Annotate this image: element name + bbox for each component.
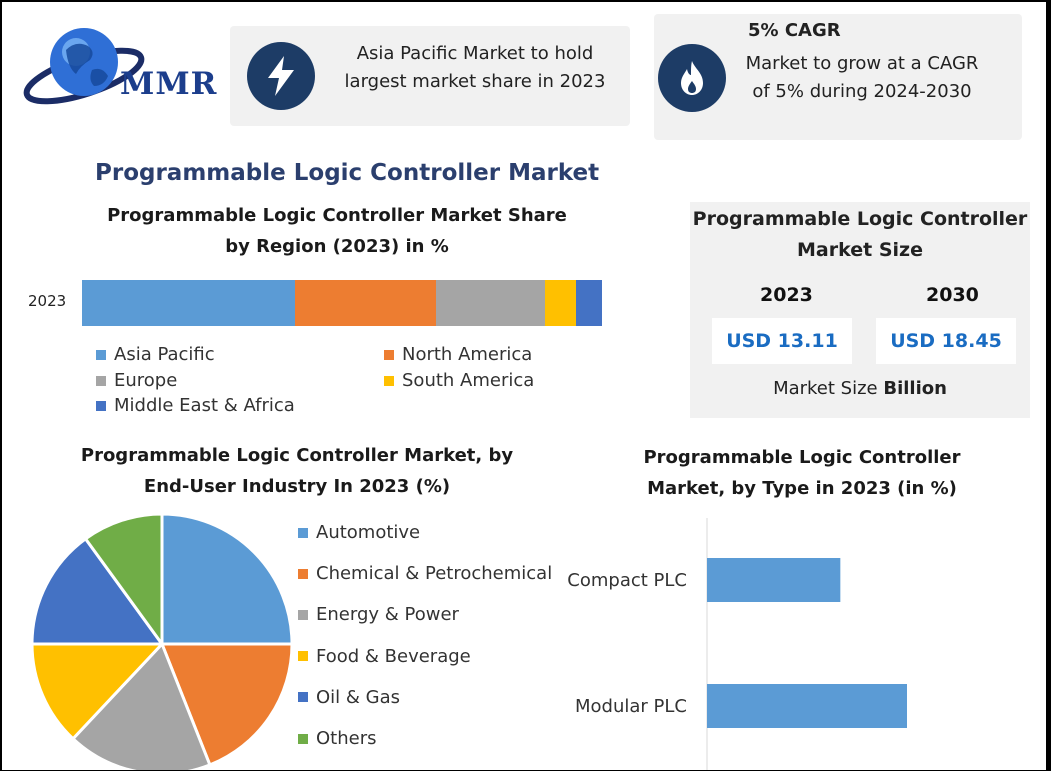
legend-swatch — [298, 733, 308, 744]
enduser-pie-chart — [30, 512, 294, 770]
region-bar-europe — [435, 280, 545, 326]
legend-swatch — [96, 349, 106, 360]
type-bar-chart: Compact PLC Modular PLC — [567, 518, 907, 770]
legend-label: North America — [402, 344, 533, 365]
legend-label: Oil & Gas — [316, 686, 401, 708]
page-title: Programmable Logic Controller Market — [95, 160, 600, 186]
legend-label: Chemical & Petrochemical — [316, 563, 553, 585]
market-size-year-2023: 2023 — [760, 284, 813, 306]
market-size-value-2023: USD 13.11 — [712, 318, 852, 364]
region-legend-item-middle-east-and-africa: Middle East & Africa — [96, 395, 295, 416]
pie-slice-automotive — [160, 512, 294, 646]
legend-swatch — [298, 651, 308, 662]
cagr-title: 5% CAGR — [748, 20, 841, 41]
region-legend-item-south-america: South America — [384, 370, 534, 391]
cagr-text: Market to grow at a CAGR of 5% during 20… — [745, 53, 979, 102]
enduser-legend-item-others: Others — [298, 728, 377, 749]
legend-label: Europe — [114, 370, 178, 391]
region-legend-item-asia-pacific: Asia Pacific — [96, 344, 215, 365]
region-stacked-bar — [82, 280, 602, 326]
brand-logo: MMR — [22, 14, 222, 124]
market-size-year-2030: 2030 — [926, 284, 979, 306]
enduser-legend-item-automotive: Automotive — [298, 522, 420, 543]
pie-slice-oil-and-gas — [30, 536, 165, 646]
legend-label: Others — [316, 728, 377, 749]
pie-slice-food-and-beverage — [30, 642, 166, 741]
market-size-unit-bold: Billion — [883, 378, 947, 399]
legend-label: Middle East & Africa — [114, 395, 295, 416]
region-bar-north-america — [295, 280, 436, 326]
legend-label: South America — [402, 370, 535, 391]
enduser-chart-title: Programmable Logic Controller Market, by… — [80, 445, 514, 497]
legend-label: Asia Pacific — [114, 344, 215, 365]
region-legend-item-europe: Europe — [96, 370, 177, 391]
region-highlight-text: Asia Pacific Market to hold largest mark… — [344, 43, 606, 92]
legend-swatch — [384, 349, 394, 360]
region-bar-middle-east-and-africa — [575, 280, 602, 326]
region-bar-south-america — [544, 280, 576, 326]
region-bar-asia-pacific — [82, 280, 296, 326]
type-chart-title: Programmable Logic Controller Market, by… — [643, 447, 961, 499]
legend-swatch — [298, 692, 308, 703]
legend-swatch — [298, 527, 308, 538]
market-size-panel: Programmable Logic Controller Market Siz… — [690, 202, 1030, 418]
enduser-legend-item-chemical-and-petrochemical: Chemical & Petrochemical — [298, 563, 552, 584]
flame-icon — [658, 44, 726, 112]
cagr-highlight-card: 5% CAGR Market to grow at a CAGR of 5% d… — [654, 14, 1022, 140]
type-category-label: Compact PLC — [567, 570, 687, 591]
enduser-legend-item-oil-and-gas: Oil & Gas — [298, 687, 400, 708]
legend-label: Energy & Power — [316, 604, 459, 626]
market-size-title: Programmable Logic Controller Market Siz… — [692, 208, 1028, 261]
legend-label: Food & Beverage — [316, 645, 471, 667]
legend-swatch — [96, 375, 106, 386]
legend-label: Automotive — [316, 522, 421, 543]
globe-logo-icon — [23, 28, 145, 105]
legend-swatch — [298, 609, 308, 620]
legend-swatch — [96, 400, 106, 411]
region-category-label: 2023 — [28, 292, 67, 310]
logo-text: MMR — [120, 66, 218, 102]
market-size-unit: Market Size Billion — [690, 378, 1030, 399]
legend-swatch — [384, 375, 394, 386]
region-legend-item-north-america: North America — [384, 344, 532, 365]
lightning-icon — [247, 42, 315, 110]
pie-slice-others — [83, 512, 164, 649]
pie-slice-chemical-and-petrochemical — [159, 642, 294, 767]
region-highlight-card: Asia Pacific Market to hold largest mark… — [230, 26, 630, 126]
enduser-legend-item-food-and-beverage: Food & Beverage — [298, 646, 471, 667]
market-size-value-2030: USD 18.45 — [876, 318, 1016, 364]
market-size-unit-prefix: Market Size — [773, 378, 884, 399]
enduser-legend-item-energy-and-power: Energy & Power — [298, 604, 459, 625]
pie-slice-energy-and-power — [70, 641, 212, 770]
region-chart-title: Programmable Logic Controller Market Sha… — [107, 205, 567, 257]
type-bar-compact-plc — [707, 558, 841, 602]
type-category-label: Modular PLC — [575, 696, 687, 717]
type-bar-modular-plc — [707, 684, 907, 728]
legend-swatch — [298, 568, 308, 579]
